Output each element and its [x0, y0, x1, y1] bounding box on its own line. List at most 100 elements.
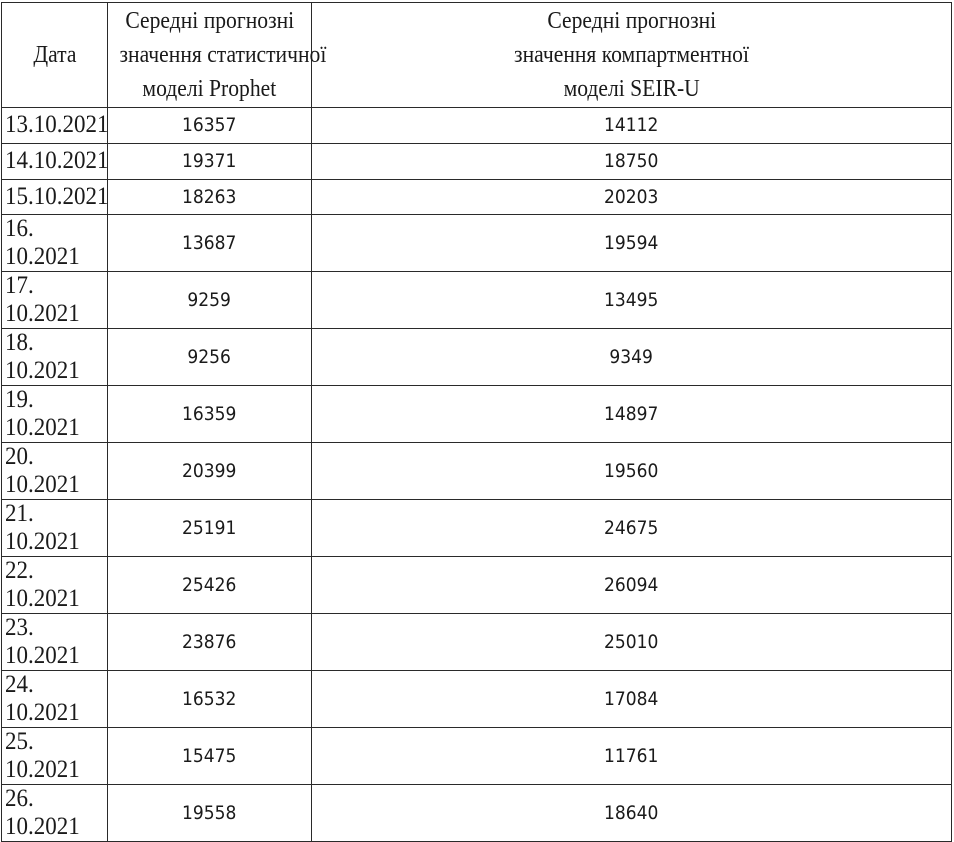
table-row: 22. 10.2021 25426 26094 [1, 556, 952, 615]
seir-u-value-cell: 20203 [311, 178, 952, 216]
table-row: 26. 10.2021 19558 18640 [1, 784, 952, 842]
date-cell-text: 15.10.2021 [5, 182, 109, 210]
seir-u-value-cell: 24675 [311, 499, 952, 558]
seir-u-value-cell: 26094 [311, 556, 952, 615]
date-cell-text: 19. 10.2021 [5, 386, 80, 442]
date-cell-text: 17. 10.2021 [5, 272, 80, 328]
date-cell: 26. 10.2021 [1, 784, 108, 842]
date-cell-text: 18. 10.2021 [5, 329, 80, 385]
prophet-value-cell-text: 16532 [182, 688, 237, 711]
date-cell: 19. 10.2021 [1, 385, 108, 444]
prophet-value-cell-text: 25426 [182, 574, 237, 597]
seir-u-value-cell-text: 14112 [604, 114, 659, 137]
prophet-value-cell: 15475 [107, 727, 312, 786]
seir-u-value-cell-text: 18750 [604, 150, 659, 173]
seir-u-value-cell-text: 24675 [604, 517, 659, 540]
seir-u-value-cell: 25010 [311, 613, 952, 672]
date-cell: 17. 10.2021 [1, 271, 108, 330]
date-cell-text: 26. 10.2021 [5, 785, 80, 841]
date-cell: 20. 10.2021 [1, 442, 108, 501]
table-row: 21. 10.2021 25191 24675 [1, 499, 952, 558]
seir-u-value-cell-text: 19594 [604, 232, 659, 255]
prophet-value-cell-text: 13687 [182, 232, 237, 255]
seir-u-value-cell: 11761 [311, 727, 952, 786]
table-row: 16. 10.2021 13687 19594 [1, 214, 952, 273]
prophet-value-cell-text: 9259 [187, 289, 232, 312]
date-cell-text: 13.10.2021 [5, 111, 109, 139]
date-cell-text: 25. 10.2021 [5, 728, 80, 784]
prophet-value-cell: 25191 [107, 499, 312, 558]
date-cell: 16. 10.2021 [1, 214, 108, 273]
date-cell: 22. 10.2021 [1, 556, 108, 615]
prophet-value-cell-text: 16359 [182, 403, 237, 426]
table-row: 23. 10.2021 23876 25010 [1, 613, 952, 672]
date-cell: 25. 10.2021 [1, 727, 108, 786]
prophet-value-cell-text: 15475 [182, 745, 237, 768]
prophet-value-cell-text: 23876 [182, 631, 237, 654]
header-seir-u: Середні прогнозні значення компартментно… [311, 2, 952, 108]
date-cell: 18. 10.2021 [1, 328, 108, 387]
table-row: 19. 10.2021 16359 14897 [1, 385, 952, 444]
prophet-value-cell: 19558 [107, 784, 312, 842]
prophet-value-cell-text: 18263 [182, 185, 237, 208]
header-prophet: Середні прогнозні значення статистичної … [107, 2, 326, 108]
seir-u-value-cell-text: 9349 [609, 346, 654, 369]
prophet-value-cell: 13687 [107, 214, 312, 273]
header-date: Дата [1, 2, 108, 108]
date-cell: 13.10.2021 [1, 107, 109, 144]
prophet-value-cell: 16359 [107, 385, 312, 444]
date-cell-text: 22. 10.2021 [5, 557, 80, 613]
prophet-value-cell: 25426 [107, 556, 312, 615]
prophet-value-cell-text: 25191 [182, 517, 237, 540]
date-cell: 15.10.2021 [1, 178, 109, 216]
prophet-value-cell: 23876 [107, 613, 312, 672]
prophet-value-cell: 16357 [107, 107, 312, 144]
date-cell: 21. 10.2021 [1, 499, 108, 558]
seir-u-value-cell: 13495 [311, 271, 952, 330]
seir-u-value-cell-text: 13495 [604, 289, 659, 312]
seir-u-value-cell: 19594 [311, 214, 952, 273]
table-row: 24. 10.2021 16532 17084 [1, 670, 952, 729]
table-row: 25. 10.2021 15475 11761 [1, 727, 952, 786]
date-cell: 24. 10.2021 [1, 670, 108, 729]
prophet-value-cell: 19371 [107, 142, 312, 180]
table-row: 18. 10.2021 9256 9349 [1, 328, 952, 387]
prophet-value-cell: 20399 [107, 442, 312, 501]
date-cell: 23. 10.2021 [1, 613, 108, 672]
date-cell: 14.10.2021 [1, 142, 109, 180]
prophet-value-cell-text: 19558 [182, 802, 237, 825]
prophet-value-cell: 16532 [107, 670, 312, 729]
seir-u-value-cell-text: 25010 [604, 631, 659, 654]
table-row: 13.10.2021 16357 14112 [1, 107, 952, 144]
prophet-value-cell: 9259 [107, 271, 312, 330]
seir-u-value-cell: 17084 [311, 670, 952, 729]
seir-u-value-cell: 14897 [311, 385, 952, 444]
prophet-value-cell: 9256 [107, 328, 312, 387]
seir-u-value-cell: 18750 [311, 142, 952, 180]
prophet-value-cell-text: 16357 [182, 114, 237, 137]
seir-u-value-cell: 18640 [311, 784, 952, 842]
seir-u-value-cell-text: 14897 [604, 403, 659, 426]
prophet-value-cell-text: 19371 [182, 150, 237, 173]
date-cell-text: 24. 10.2021 [5, 671, 80, 727]
table-row: 14.10.2021 19371 18750 [1, 142, 952, 180]
seir-u-value-cell-text: 17084 [604, 688, 659, 711]
table-row: 17. 10.2021 9259 13495 [1, 271, 952, 330]
seir-u-value-cell-text: 19560 [604, 460, 659, 483]
date-cell-text: 16. 10.2021 [5, 215, 80, 271]
seir-u-value-cell: 19560 [311, 442, 952, 501]
date-cell-text: 20. 10.2021 [5, 443, 80, 499]
prophet-value-cell-text: 20399 [182, 460, 237, 483]
seir-u-value-cell: 14112 [311, 107, 952, 144]
seir-u-value-cell-text: 18640 [604, 802, 659, 825]
seir-u-value-cell-text: 26094 [604, 574, 659, 597]
header-row: Дата Середні прогнозні значення статисти… [1, 2, 952, 108]
prophet-value-cell: 18263 [107, 178, 312, 216]
prophet-value-cell-text: 9256 [187, 346, 232, 369]
date-cell-text: 23. 10.2021 [5, 614, 80, 670]
date-cell-text: 14.10.2021 [5, 147, 109, 175]
seir-u-value-cell-text: 20203 [604, 185, 659, 208]
table-row: 20. 10.2021 20399 19560 [1, 442, 952, 501]
seir-u-value-cell-text: 11761 [604, 745, 659, 768]
